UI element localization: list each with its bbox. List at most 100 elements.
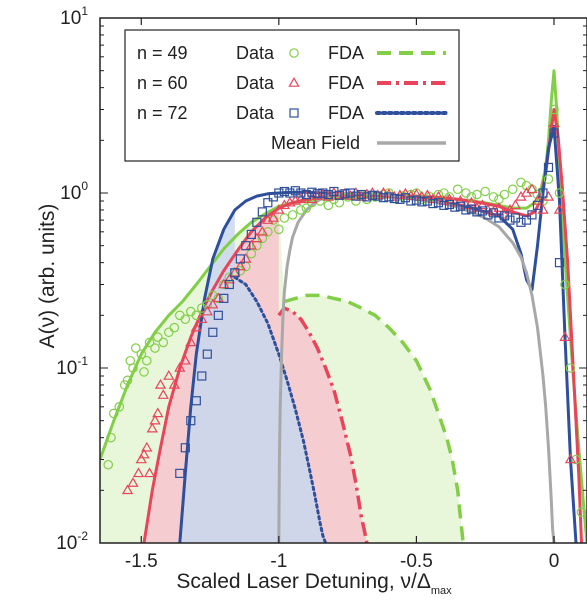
n-60-data-point [190, 321, 202, 332]
n-72-data-point [285, 188, 295, 198]
y-tick-label-base: 10 [56, 533, 77, 554]
n-49-data-point [180, 314, 191, 325]
y-tick-label-exponent: 1 [81, 4, 88, 18]
n-72-data-point [472, 207, 482, 217]
n-72-data-point [312, 189, 322, 199]
n-60-data-point [138, 448, 150, 459]
n-49-data-point [257, 233, 268, 244]
x-tick-label: 0 [549, 551, 560, 572]
n-72-data-point [191, 396, 201, 406]
n-49-data-point [279, 213, 290, 223]
n-60-data-point [143, 467, 156, 478]
n-72-data-point [466, 204, 477, 214]
n-60-data-point [163, 370, 175, 380]
n-60-data-point [410, 188, 423, 199]
n-60-data-point [344, 190, 357, 200]
n-60-data-point [465, 196, 478, 207]
n-72-data-point [345, 188, 355, 198]
n-49-data-point [296, 205, 306, 215]
n-49-data-point [136, 349, 147, 359]
n-72-data-point [252, 217, 262, 227]
n-60-data-point [476, 199, 489, 210]
n-72-data-point [340, 189, 350, 199]
n-60-data-point [509, 199, 522, 210]
n-60-data-point [267, 211, 279, 222]
n-72-data-point [406, 196, 416, 206]
n-49-data-point [114, 402, 125, 412]
n-49-data-point [144, 337, 155, 348]
n-72-data-point [230, 268, 240, 278]
x-axis-label-subscript: max [431, 585, 452, 597]
n-72-data-point [488, 208, 499, 218]
n-72-data-point [180, 443, 190, 453]
n-72-data-point [202, 349, 212, 359]
n-60-data-point [207, 298, 219, 309]
n-49-data-point [274, 224, 284, 235]
n-49-data-point [108, 408, 119, 419]
line-n-72-fda-tail [233, 275, 328, 543]
y-tick-label: 10-1 [56, 354, 88, 379]
n-72-data-point [527, 210, 537, 220]
n-60-data-point [168, 378, 180, 389]
n-49-data-point [472, 189, 482, 200]
n-72-data-point [367, 190, 377, 200]
n-72-data-point [395, 194, 405, 204]
data-markers [103, 104, 587, 517]
n-72-data-point [219, 293, 229, 303]
n-60-data-point [564, 453, 577, 464]
n-72-data-point [224, 279, 234, 290]
n-72-data-point [450, 202, 460, 212]
n-72-data-point [483, 210, 493, 220]
n-49-data-point [103, 459, 114, 470]
n-49-data-point [246, 248, 257, 259]
n-72-data-point [444, 199, 455, 210]
n-49-data-point [549, 104, 559, 115]
n-60-data-point [559, 331, 571, 341]
n-49-data-point [480, 186, 490, 197]
legend-fda-label: FDA [328, 73, 364, 93]
legend-data-label: Data [236, 73, 275, 93]
legend-marker [288, 76, 300, 87]
x-axis-label-main: Scaled Laser Detuning, ν/Δ [176, 570, 431, 593]
legend-n-label: n = 60 [137, 73, 188, 93]
n-60-data-point [149, 414, 161, 425]
n-72-data-point [549, 128, 559, 138]
n-72-data-point [417, 197, 427, 207]
n-60-data-point [273, 203, 285, 214]
n-60-data-point [339, 187, 351, 198]
n-60-data-point [531, 195, 544, 205]
n-72-data-point [351, 191, 361, 201]
n-60-data-point [553, 203, 566, 214]
y-tick-label-base: 10 [60, 8, 81, 29]
n-49-data-point [141, 355, 152, 366]
n-72-data-point [274, 188, 284, 198]
y-tick-label-exponent: 0 [81, 179, 88, 193]
line-n-60-fda-tail [277, 306, 369, 543]
n-49-data-point [543, 174, 554, 184]
n-72-data-point [186, 416, 196, 426]
n-60-data-point [196, 313, 208, 324]
plot-frame [99, 17, 587, 544]
n-72-data-point [389, 193, 400, 204]
n-60-data-point [234, 260, 246, 271]
n-60-data-point [154, 378, 167, 389]
n-60-data-point [493, 202, 505, 212]
n-72-data-point [422, 196, 433, 206]
n-49-data-point [158, 337, 169, 348]
n-60-data-point [212, 292, 224, 303]
legend-fda-label: Mean Field [271, 133, 360, 153]
legend-fda-label: FDA [328, 43, 364, 63]
n-49-data-point [576, 507, 587, 517]
n-72-data-point [461, 205, 471, 215]
n-49-data-point [488, 192, 499, 202]
n-49-data-point [287, 210, 298, 220]
n-72-data-point [307, 187, 317, 197]
legend-n-label: n = 72 [137, 103, 188, 123]
x-tick-label: -1 [270, 551, 287, 572]
n-49-data-point [516, 177, 526, 188]
n-72-data-point [543, 162, 554, 173]
n-60-data-point [317, 188, 329, 199]
n-49-data-point [554, 188, 565, 198]
n-49-data-point [571, 454, 581, 465]
